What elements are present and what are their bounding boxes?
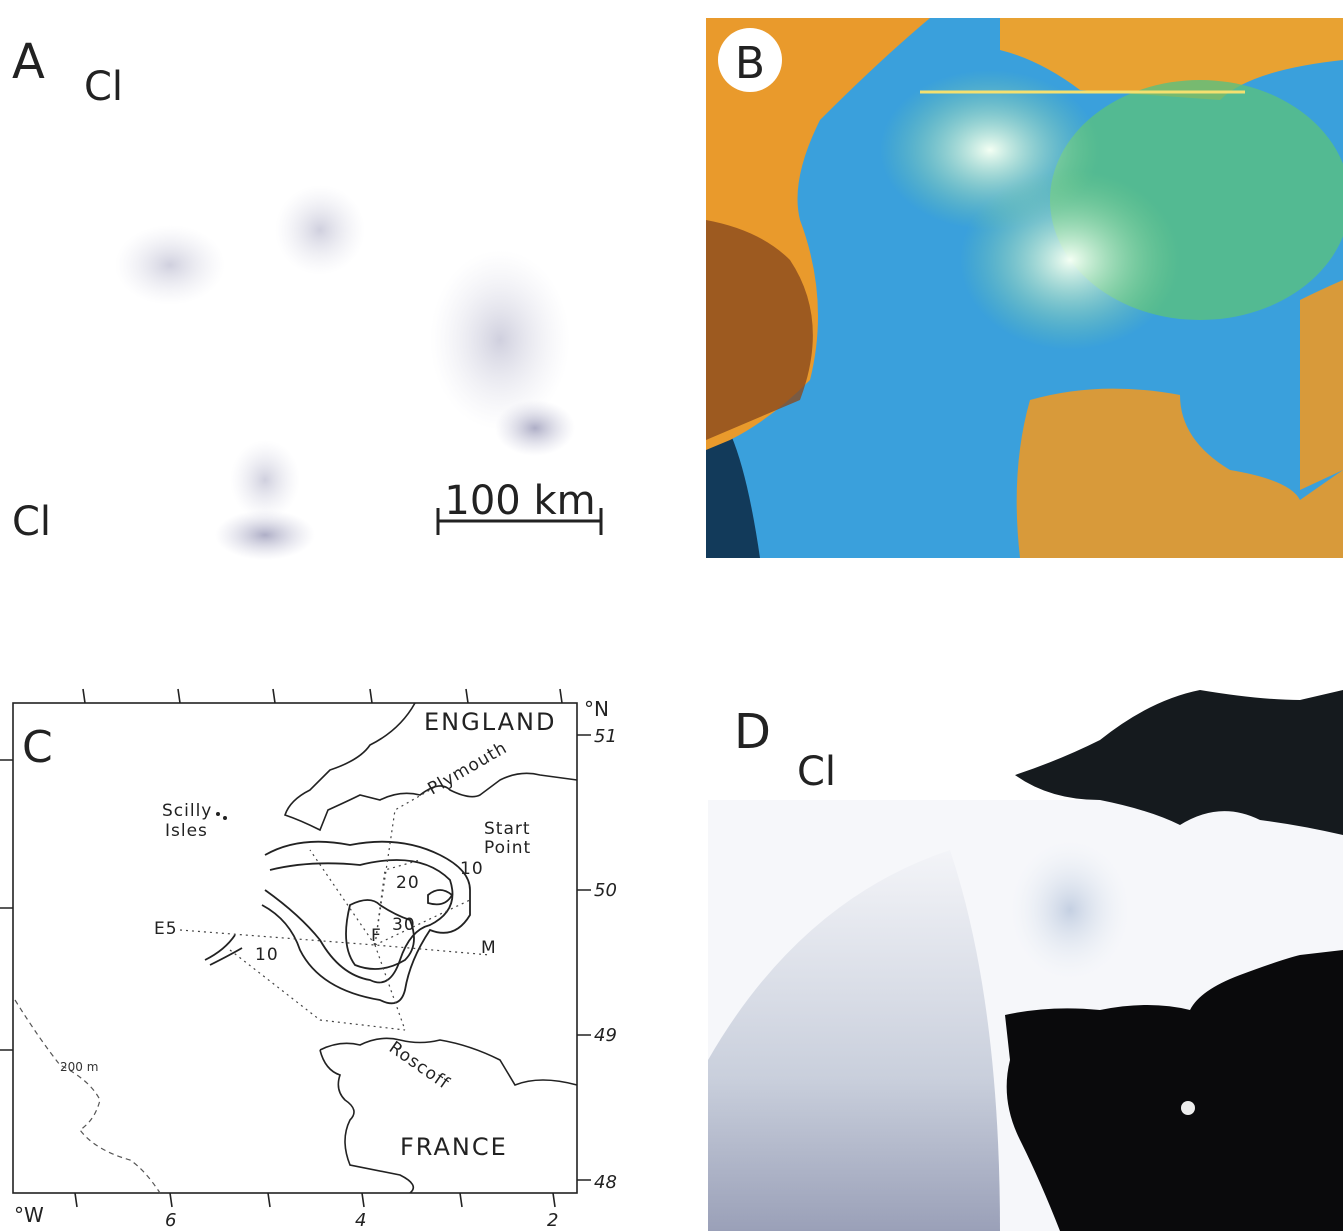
page: {"panels": [ {"label": "A", "annotations… (0, 0, 1343, 1231)
annotation: Cl (797, 749, 836, 795)
lat-label: 51 (594, 726, 617, 747)
place-label: Scilly (162, 801, 212, 821)
lat-unit: °N (584, 697, 609, 721)
contour-label: 10 (255, 945, 279, 965)
scale-label: 100 km (444, 478, 595, 524)
contour-label: 20 (396, 873, 420, 893)
station-label: M (481, 938, 497, 958)
panel-label: D (734, 704, 771, 760)
panel-a: A Cl Cl 100 km (12, 34, 601, 560)
station-label: E5 (154, 919, 178, 939)
graticule-ticks (0, 689, 591, 1207)
panel-c: C ENGLAND FRANCE Scilly Isles Plymouth S… (0, 689, 617, 1231)
island (1181, 1101, 1195, 1115)
sampling-tracks (180, 790, 490, 1030)
place-label: Plymouth (425, 738, 511, 799)
annotation: Cl (84, 64, 123, 110)
annotation: Cl (12, 499, 51, 545)
lat-label: 48 (594, 1172, 617, 1193)
front (205, 935, 242, 965)
region-label: ENGLAND (424, 708, 557, 736)
panel-label: B (735, 38, 765, 89)
place-label: Isles (165, 821, 208, 841)
island (216, 812, 220, 816)
lon-unit: °W (14, 1203, 44, 1227)
figure: A Cl Cl 100 km B C ENGLAND FRANCE Scilly… (0, 0, 1343, 1231)
place-label: Start (484, 819, 531, 839)
panel-label: A (12, 34, 45, 90)
cloud-patch (230, 440, 300, 520)
isobath-label: 200 m (60, 1060, 98, 1074)
lon-label: 4 (355, 1210, 366, 1231)
lat-label: 50 (594, 880, 617, 901)
land (1300, 280, 1343, 490)
isobath (15, 1000, 160, 1193)
station-label: F (371, 926, 382, 946)
contour-label: 10 (460, 859, 484, 879)
panel-label: C (22, 722, 53, 773)
lon-label: 6 (165, 1210, 176, 1231)
region-label: FRANCE (400, 1133, 508, 1161)
island (223, 816, 227, 820)
lon-label: 2 (547, 1210, 558, 1231)
panel-b: B (706, 18, 1343, 558)
contour-label: 30 (392, 915, 416, 935)
place-label: Point (484, 838, 531, 858)
lat-label: 49 (594, 1025, 617, 1046)
panel-d: D Cl (708, 690, 1343, 1231)
cloud (1010, 840, 1130, 980)
cloud-patch (275, 185, 365, 275)
cloud-patch (115, 225, 225, 305)
coastline-france (320, 1038, 577, 1193)
cloud-patch (495, 400, 575, 456)
cloud (960, 170, 1180, 350)
place-label: Roscoff (385, 1038, 453, 1094)
